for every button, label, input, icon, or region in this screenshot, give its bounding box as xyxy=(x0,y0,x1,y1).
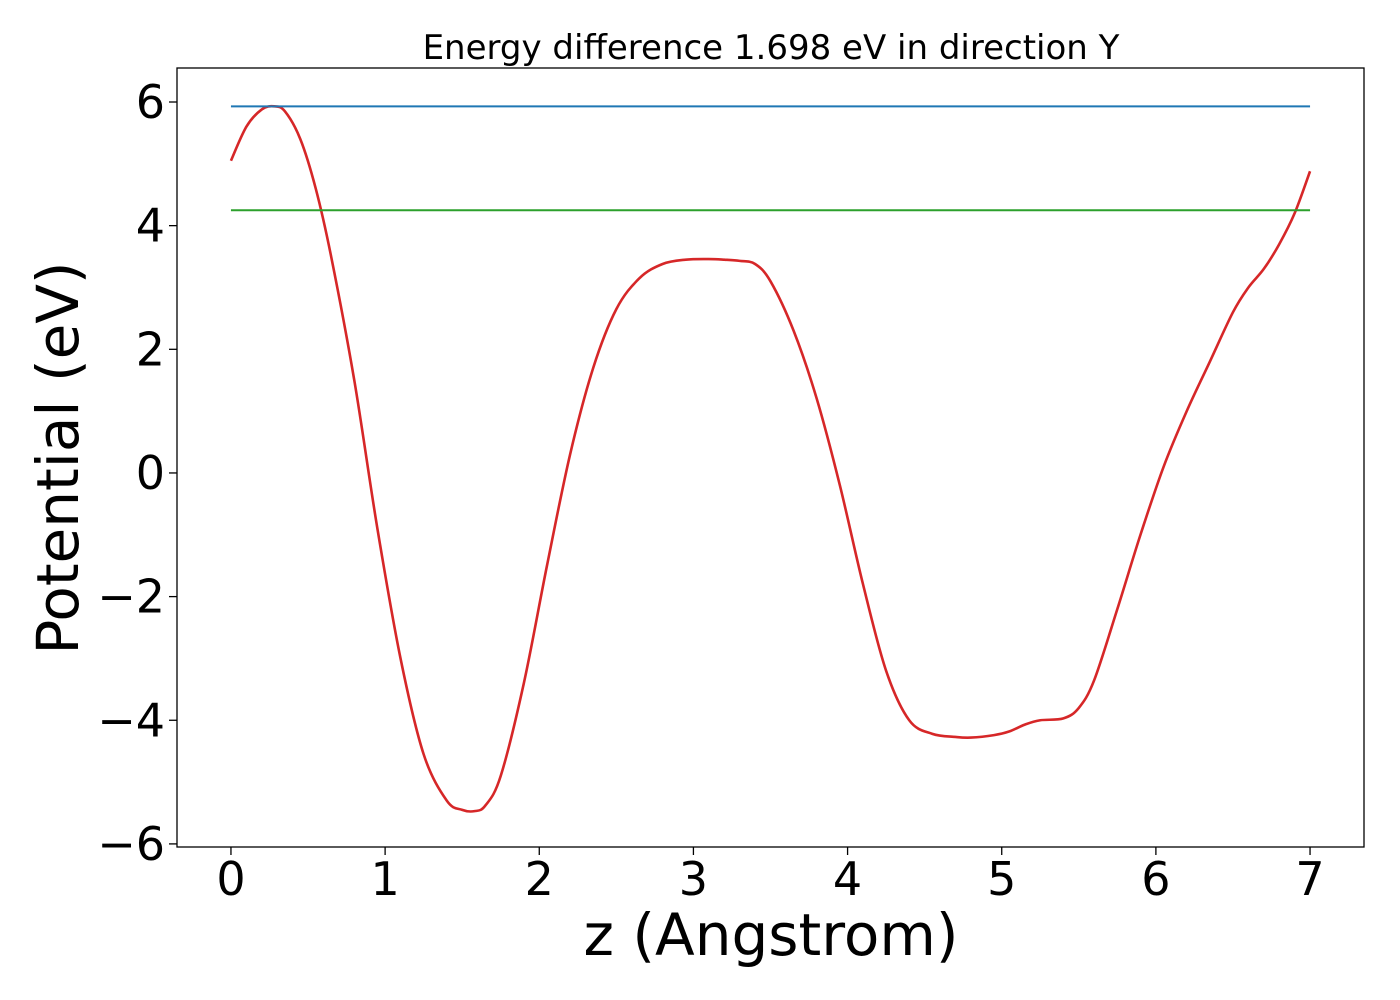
y-tick-label: −6 xyxy=(97,817,165,871)
y-axis-label: Potential (eV) xyxy=(24,261,92,654)
x-tick-label: 1 xyxy=(370,852,399,906)
plot-frame xyxy=(176,67,1365,848)
x-axis: 0 1 2 3 4 5 6 7 xyxy=(216,847,1325,906)
series-line-1 xyxy=(229,104,1312,813)
x-tick-label: 0 xyxy=(216,852,245,906)
x-axis-label: z (Angstrom) xyxy=(584,901,959,969)
y-axis: −6 −4 −2 0 2 4 6 xyxy=(97,75,177,871)
y-tick-label: −2 xyxy=(97,570,165,624)
chart-title: Energy difference 1.698 eV in direction … xyxy=(423,28,1120,68)
y-tick-label: −4 xyxy=(97,693,165,747)
x-tick-label: 7 xyxy=(1295,852,1324,906)
x-tick-label: 2 xyxy=(525,852,554,906)
y-tick-label: 2 xyxy=(136,322,165,376)
y-tick-label: 4 xyxy=(136,199,165,253)
y-tick-label: 6 xyxy=(136,75,165,129)
x-tick-label: 6 xyxy=(1141,852,1170,906)
x-tick-label: 4 xyxy=(833,852,862,906)
x-tick-label: 3 xyxy=(679,852,708,906)
plot-area xyxy=(229,104,1312,813)
x-tick-label: 5 xyxy=(987,852,1016,906)
y-tick-label: 0 xyxy=(136,446,165,500)
